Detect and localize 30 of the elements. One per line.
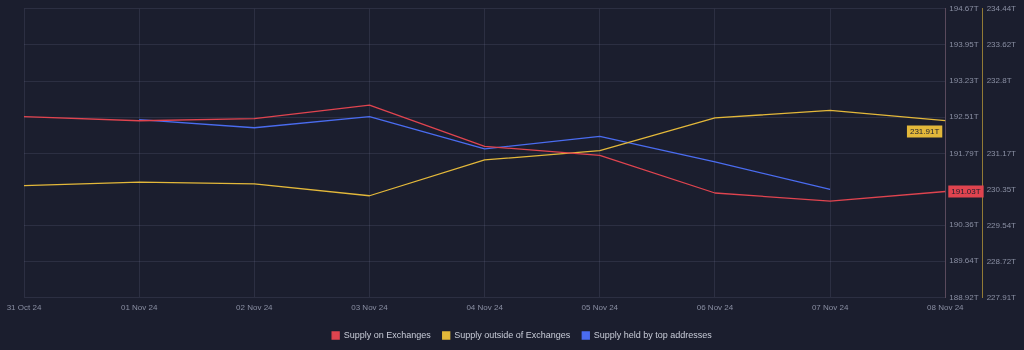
x-tick-label: 04 Nov 24 xyxy=(466,303,504,313)
y-tick-label: 188.92T xyxy=(949,292,979,302)
y-tick-label: 190.36T xyxy=(949,220,979,230)
x-tick-label: 06 Nov 24 xyxy=(696,303,734,313)
legend-label: Supply held by top addresses xyxy=(593,329,713,340)
x-tick-label: 31 Oct 24 xyxy=(6,303,42,313)
y2-tick-label: 227.91T xyxy=(986,292,1017,302)
y-tick-label: 193.95T xyxy=(949,40,979,50)
y2-tick-label: 230.35T xyxy=(986,184,1017,194)
legend-label: Supply outside of Exchanges xyxy=(454,329,571,340)
y2-tick-label: 228.72T xyxy=(986,256,1017,266)
data-label: 231.91T xyxy=(909,126,940,136)
y-tick-label: 193.23T xyxy=(949,76,979,86)
x-tick-label: 03 Nov 24 xyxy=(351,303,389,313)
y2-tick-label: 229.54T xyxy=(986,220,1017,230)
y-tick-label: 191.79T xyxy=(949,148,979,158)
y-tick-label: 194.67T xyxy=(949,4,979,13)
y-tick-label: 192.51T xyxy=(949,112,979,122)
y2-tick-label: 233.62T xyxy=(986,40,1017,50)
x-tick-label: 01 Nov 24 xyxy=(120,303,158,313)
y2-tick-label: 231.17T xyxy=(986,148,1017,158)
x-tick-label: 08 Nov 24 xyxy=(927,303,965,313)
y2-tick-label: 234.44T xyxy=(986,4,1017,13)
x-tick-label: 02 Nov 24 xyxy=(236,303,274,313)
x-tick-label: 07 Nov 24 xyxy=(811,303,849,313)
x-tick-label: 05 Nov 24 xyxy=(581,303,619,313)
y-tick-label: 189.64T xyxy=(949,256,979,266)
data-label: 191.03T xyxy=(951,186,981,196)
legend-label: Supply on Exchanges xyxy=(343,329,432,340)
y2-tick-label: 232.8T xyxy=(986,76,1012,86)
